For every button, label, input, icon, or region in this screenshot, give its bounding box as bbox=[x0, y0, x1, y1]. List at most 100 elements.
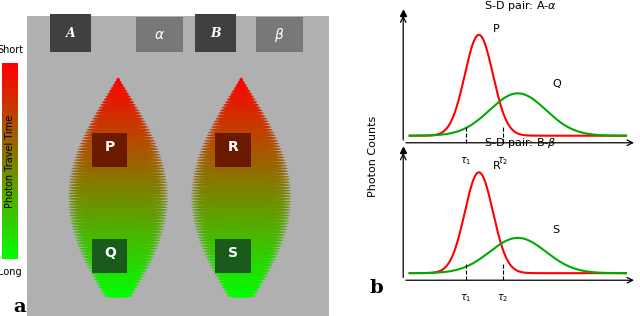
Ellipse shape bbox=[193, 174, 289, 179]
Ellipse shape bbox=[88, 266, 148, 270]
Bar bbox=[2, 114, 19, 116]
Text: $\tau_1$: $\tau_1$ bbox=[460, 292, 472, 304]
Bar bbox=[2, 208, 19, 210]
Ellipse shape bbox=[81, 252, 155, 256]
Ellipse shape bbox=[223, 288, 259, 292]
Bar bbox=[2, 153, 19, 155]
Text: R: R bbox=[493, 161, 500, 171]
Text: A: A bbox=[66, 27, 76, 40]
FancyBboxPatch shape bbox=[215, 133, 250, 167]
Bar bbox=[2, 191, 19, 192]
Bar bbox=[2, 210, 19, 212]
Text: $\tau_1$: $\tau_1$ bbox=[460, 155, 472, 167]
Ellipse shape bbox=[196, 161, 286, 165]
Text: a: a bbox=[13, 298, 26, 315]
Ellipse shape bbox=[200, 241, 282, 245]
Ellipse shape bbox=[192, 210, 290, 215]
Ellipse shape bbox=[196, 227, 287, 232]
Ellipse shape bbox=[68, 205, 168, 210]
FancyBboxPatch shape bbox=[215, 239, 250, 273]
Ellipse shape bbox=[74, 158, 162, 162]
Ellipse shape bbox=[72, 163, 164, 168]
Text: P: P bbox=[105, 140, 115, 154]
Ellipse shape bbox=[217, 114, 266, 118]
Bar bbox=[2, 175, 19, 177]
Bar bbox=[2, 137, 19, 140]
Ellipse shape bbox=[94, 277, 142, 281]
Bar bbox=[2, 200, 19, 202]
Bar bbox=[2, 194, 19, 197]
Bar bbox=[2, 157, 19, 159]
Ellipse shape bbox=[197, 158, 285, 162]
Ellipse shape bbox=[203, 249, 279, 254]
Bar bbox=[2, 145, 19, 148]
Ellipse shape bbox=[68, 199, 168, 204]
Ellipse shape bbox=[219, 111, 264, 115]
Ellipse shape bbox=[191, 202, 291, 207]
Ellipse shape bbox=[211, 266, 271, 270]
Ellipse shape bbox=[104, 97, 132, 101]
Bar bbox=[2, 151, 19, 153]
Ellipse shape bbox=[78, 244, 158, 248]
Ellipse shape bbox=[108, 92, 129, 96]
Bar bbox=[2, 214, 19, 216]
Bar bbox=[2, 155, 19, 157]
Bar bbox=[2, 255, 19, 257]
Bar bbox=[2, 98, 19, 100]
Ellipse shape bbox=[71, 169, 165, 173]
Ellipse shape bbox=[70, 174, 166, 179]
Bar bbox=[2, 171, 19, 173]
Bar bbox=[2, 228, 19, 230]
Ellipse shape bbox=[115, 81, 122, 85]
Ellipse shape bbox=[236, 83, 246, 88]
Bar bbox=[2, 240, 19, 241]
Ellipse shape bbox=[76, 238, 161, 243]
Ellipse shape bbox=[104, 294, 132, 298]
Text: B: B bbox=[211, 27, 221, 40]
Text: Short: Short bbox=[0, 45, 23, 55]
Ellipse shape bbox=[100, 288, 136, 292]
Ellipse shape bbox=[192, 208, 291, 212]
Ellipse shape bbox=[68, 194, 168, 198]
Bar bbox=[2, 63, 19, 65]
Bar bbox=[2, 206, 19, 208]
Title: S-D pair: A-$\alpha$: S-D pair: A-$\alpha$ bbox=[484, 0, 556, 13]
Ellipse shape bbox=[77, 150, 159, 154]
Ellipse shape bbox=[99, 285, 138, 289]
Ellipse shape bbox=[239, 78, 243, 82]
Bar bbox=[2, 134, 19, 136]
Text: $\beta$: $\beta$ bbox=[274, 26, 285, 44]
Ellipse shape bbox=[116, 78, 120, 82]
Ellipse shape bbox=[192, 205, 291, 210]
Ellipse shape bbox=[88, 125, 148, 129]
Ellipse shape bbox=[68, 185, 168, 190]
Bar bbox=[2, 94, 19, 96]
Ellipse shape bbox=[203, 141, 279, 146]
Ellipse shape bbox=[92, 117, 144, 121]
Ellipse shape bbox=[225, 100, 257, 104]
Ellipse shape bbox=[191, 199, 291, 204]
Bar bbox=[2, 75, 19, 77]
Bar bbox=[2, 224, 19, 226]
Text: $\tau_2$: $\tau_2$ bbox=[497, 292, 508, 304]
Ellipse shape bbox=[204, 252, 278, 256]
Ellipse shape bbox=[191, 197, 291, 201]
Bar bbox=[2, 226, 19, 228]
Bar bbox=[2, 81, 19, 83]
Bar bbox=[2, 83, 19, 85]
Ellipse shape bbox=[106, 94, 131, 99]
Ellipse shape bbox=[219, 280, 264, 284]
Ellipse shape bbox=[228, 94, 253, 99]
Ellipse shape bbox=[194, 172, 289, 176]
Ellipse shape bbox=[214, 119, 268, 124]
Ellipse shape bbox=[70, 172, 166, 176]
Ellipse shape bbox=[90, 269, 147, 273]
Ellipse shape bbox=[194, 222, 288, 226]
Ellipse shape bbox=[72, 224, 164, 229]
FancyBboxPatch shape bbox=[50, 14, 92, 52]
Bar bbox=[2, 234, 19, 236]
Ellipse shape bbox=[191, 188, 291, 193]
Bar bbox=[2, 167, 19, 169]
Bar bbox=[2, 173, 19, 175]
Bar bbox=[2, 222, 19, 224]
